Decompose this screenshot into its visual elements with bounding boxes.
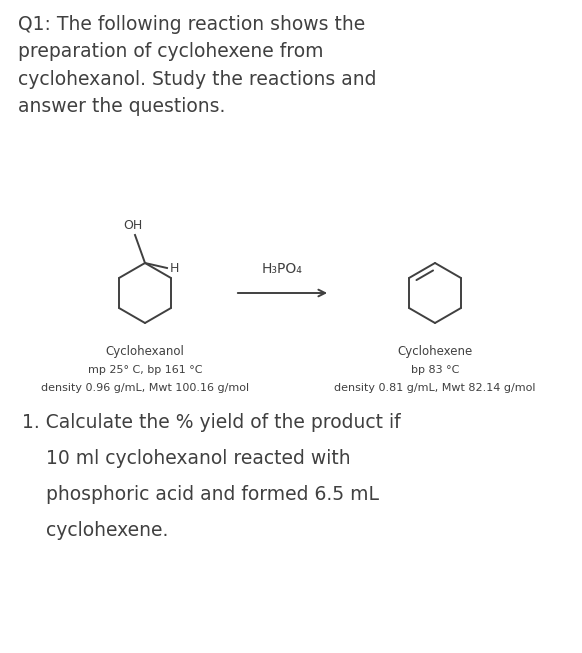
- Text: Cyclohexanol: Cyclohexanol: [105, 345, 184, 358]
- Text: H: H: [170, 261, 179, 274]
- Text: OH: OH: [123, 219, 143, 232]
- Text: Q1: The following reaction shows the
preparation of cyclohexene from
cyclohexano: Q1: The following reaction shows the pre…: [18, 15, 377, 116]
- Text: 10 ml cyclohexanol reacted with: 10 ml cyclohexanol reacted with: [22, 449, 350, 468]
- Text: 1. Calculate the % yield of the product if: 1. Calculate the % yield of the product …: [22, 413, 400, 432]
- Text: Cyclohexene: Cyclohexene: [398, 345, 473, 358]
- Text: phosphoric acid and formed 6.5 mL: phosphoric acid and formed 6.5 mL: [22, 485, 379, 504]
- Text: H₃PO₄: H₃PO₄: [262, 262, 303, 276]
- Text: density 0.96 g/mL, Mwt 100.16 g/mol: density 0.96 g/mL, Mwt 100.16 g/mol: [41, 383, 249, 393]
- Text: bp 83 °C: bp 83 °C: [411, 365, 459, 375]
- Text: mp 25° C, bp 161 °C: mp 25° C, bp 161 °C: [88, 365, 203, 375]
- Text: density 0.81 g/mL, Mwt 82.14 g/mol: density 0.81 g/mL, Mwt 82.14 g/mol: [334, 383, 536, 393]
- Text: cyclohexene.: cyclohexene.: [22, 521, 168, 540]
